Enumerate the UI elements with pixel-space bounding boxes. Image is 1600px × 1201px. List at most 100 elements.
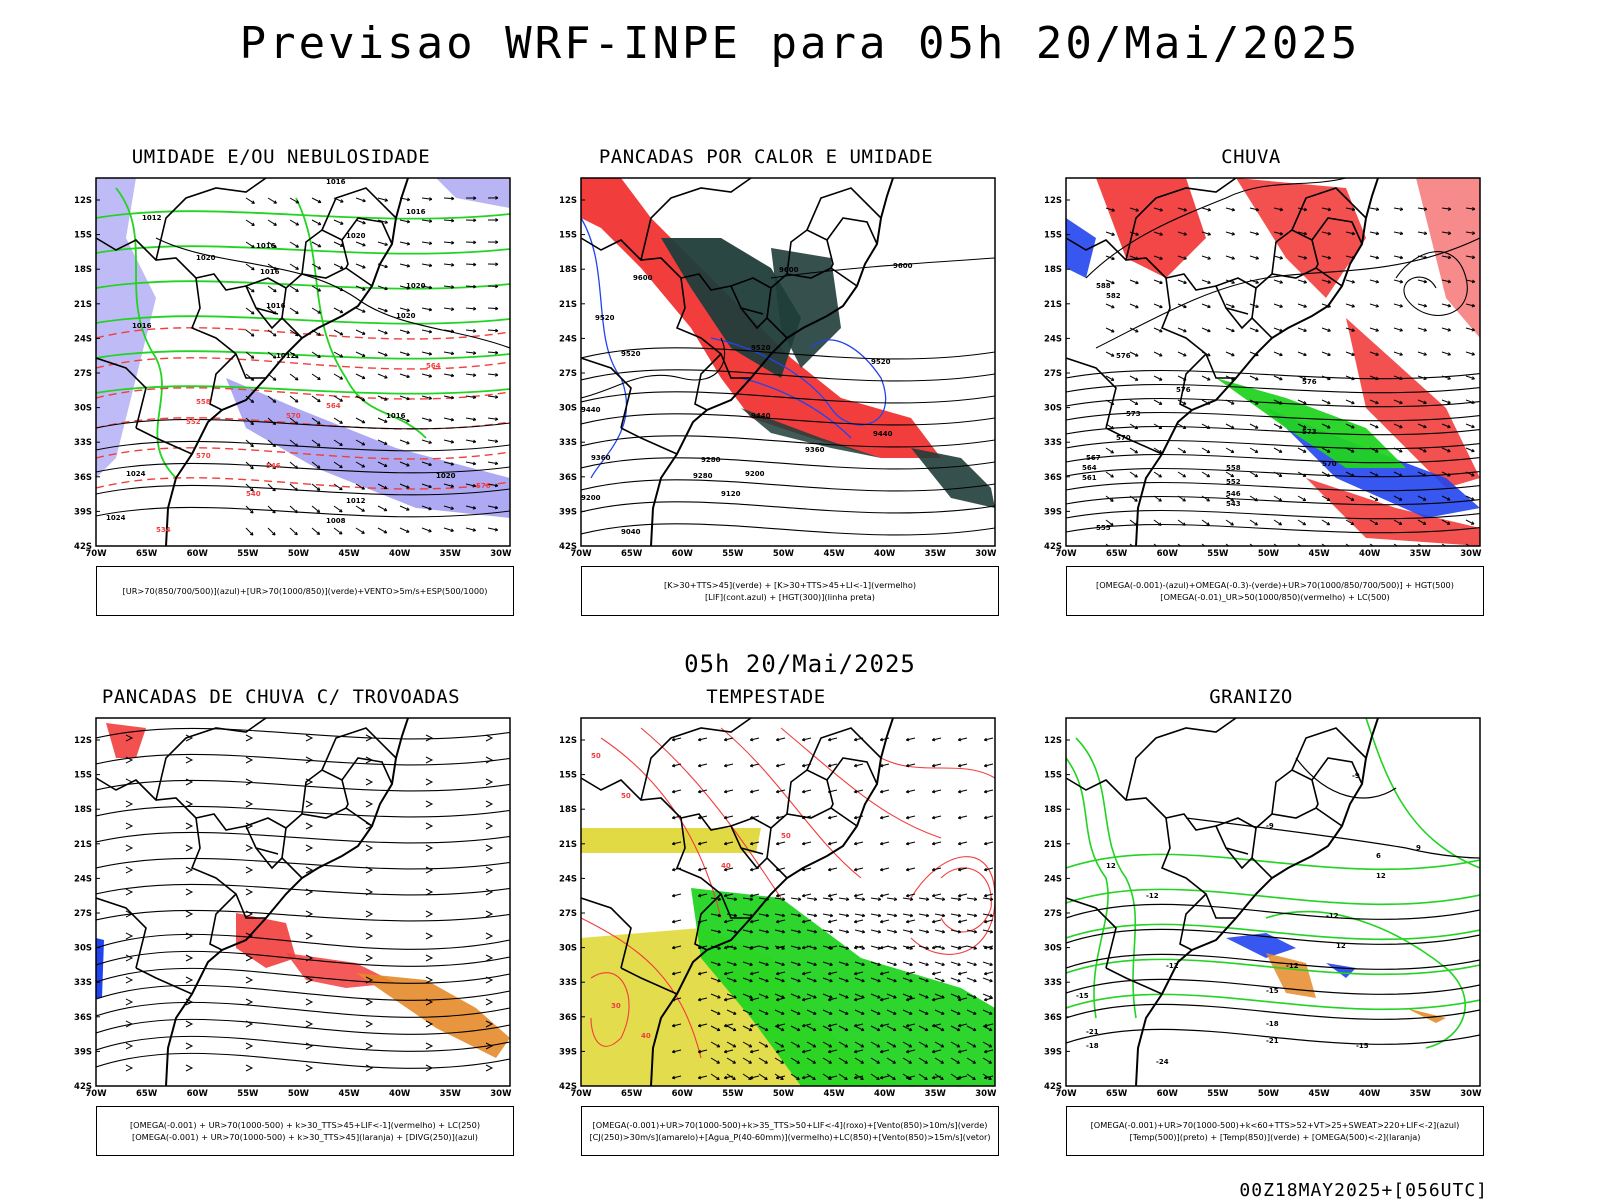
contour-label: 546: [1226, 490, 1241, 498]
panel-legend: [OMEGA(-0.001)+UR>70(1000-500)+k<60+TTS>…: [1066, 1106, 1484, 1156]
lon-tick-label: 35W: [925, 549, 947, 559]
lon-tick-label: 30W: [975, 1089, 997, 1099]
contour-label: 570: [196, 452, 211, 460]
contour-label: 546: [266, 462, 281, 470]
border-line: [96, 778, 278, 854]
lon-tick-label: 60W: [1157, 1089, 1179, 1099]
lat-tick-label: 15S: [74, 231, 92, 241]
contour-label: 576: [1116, 352, 1131, 360]
lat-tick-label: 12S: [1044, 196, 1062, 206]
contour-label: 9600: [893, 262, 913, 270]
lon-tick-label: 30W: [490, 1089, 512, 1099]
contour-label: -12: [1166, 962, 1179, 970]
panel-title: UMIDADE E/OU NEBULOSIDADE: [46, 146, 516, 168]
lon-tick-label: 35W: [925, 1089, 947, 1099]
lon-tick-label: 55W: [237, 1089, 259, 1099]
lat-tick-label: 39S: [74, 507, 92, 517]
contour-label: -9: [1266, 822, 1274, 830]
lon-tick-label: 40W: [874, 549, 896, 559]
contour-label: -21: [1266, 1037, 1279, 1045]
lon-tick-label: 35W: [440, 549, 462, 559]
lon-tick-label: 55W: [1207, 549, 1229, 559]
contour-label: 9: [1416, 844, 1421, 852]
legend-line-1: [OMEGA(-0.001)+UR>70(1000-500)+k>35_TTS>…: [582, 1119, 998, 1131]
lat-tick-label: 15S: [1044, 231, 1062, 241]
contour-label: 1016: [266, 302, 286, 310]
legend-line-2: [CJ(250)>30m/s](amarelo)+[Agua_P(40-60mm…: [582, 1131, 998, 1143]
lat-tick-label: 24S: [1044, 334, 1062, 344]
lon-tick-label: 60W: [672, 1089, 694, 1099]
lat-tick-label: 21S: [559, 840, 577, 850]
panel-legend: [K>30+TTS>45](verde) + [K>30+TTS>45+LI<-…: [581, 566, 999, 616]
coastline: [166, 178, 408, 546]
panel-legend: [OMEGA(-0.001)+UR>70(1000-500)+k>35_TTS>…: [581, 1106, 999, 1156]
contour-label: 50: [781, 832, 791, 840]
contour-label: 1012: [346, 497, 366, 505]
contour-label: -9: [1352, 772, 1360, 780]
border-line: [1126, 718, 1236, 800]
contour-label: 561: [1082, 474, 1097, 482]
lon-tick-label: 65W: [136, 549, 158, 559]
contour-label: -15: [1356, 1042, 1369, 1050]
legend-line-1: [K>30+TTS>45](verde) + [K>30+TTS>45+LI<-…: [582, 579, 998, 591]
contour-label: 9360: [591, 454, 611, 462]
lon-tick-label: 45W: [1308, 1089, 1330, 1099]
lat-tick-label: 24S: [74, 874, 92, 884]
main-title: Previsao WRF-INPE para 05h 20/Mai/2025: [0, 18, 1600, 69]
lon-tick-label: 60W: [187, 1089, 209, 1099]
run-stamp: 00Z18MAY2025+[056UTC]: [1239, 1180, 1488, 1201]
lat-tick-label: 30S: [559, 944, 577, 954]
contour-label: 564: [1082, 464, 1097, 472]
contour-label: 1016: [132, 322, 152, 330]
contour-label: 570: [1322, 460, 1337, 468]
lon-tick-label: 60W: [1157, 549, 1179, 559]
lon-tick-label: 65W: [1106, 549, 1128, 559]
contour-label: 9280: [701, 456, 721, 464]
contour-label: 12: [1106, 862, 1116, 870]
lon-tick-label: 65W: [621, 549, 643, 559]
lon-tick-label: 70W: [1055, 1089, 1077, 1099]
lat-tick-label: 33S: [74, 978, 92, 988]
lat-tick-label: 21S: [1044, 300, 1062, 310]
contour-label: -12: [1286, 962, 1299, 970]
lat-tick-label: 24S: [1044, 874, 1062, 884]
lat-tick-label: 21S: [1044, 840, 1062, 850]
legend-line-1: [OMEGA(-0.001) + UR>70(1000-500) + k>30_…: [97, 1119, 513, 1131]
lon-tick-label: 70W: [85, 549, 107, 559]
contour-label: 558: [196, 398, 211, 406]
contour-label: 573: [1126, 410, 1141, 418]
contour-label: 12: [1376, 872, 1386, 880]
contour-label: -15: [1266, 987, 1279, 995]
panel-title: PANCADAS POR CALOR E UMIDADE: [531, 146, 1001, 168]
lat-tick-label: 27S: [559, 909, 577, 919]
contour-label: -18: [1086, 1042, 1099, 1050]
lon-tick-label: 55W: [237, 549, 259, 559]
contour-label: 570: [286, 412, 301, 420]
panel-title: PANCADAS DE CHUVA C/ TROVOADAS: [46, 686, 516, 708]
lon-tick-label: 35W: [1410, 549, 1432, 559]
border-line: [731, 808, 857, 828]
lat-tick-label: 24S: [559, 334, 577, 344]
lon-tick-label: 40W: [1359, 1089, 1381, 1099]
contour-label: 9440: [751, 412, 771, 420]
contour-label: 9360: [805, 446, 825, 454]
legend-line-2: [OMEGA(-0.001) + UR>70(1000-500) + k>30_…: [97, 1131, 513, 1143]
lat-tick-label: 33S: [1044, 438, 1062, 448]
lon-tick-label: 45W: [338, 1089, 360, 1099]
coastline: [1136, 718, 1378, 1086]
lon-tick-label: 45W: [823, 1089, 845, 1099]
contour-label: -18: [1266, 1020, 1279, 1028]
panel-legend: [UR>70(850/700/500)](azul)+[UR>70(1000/8…: [96, 566, 514, 616]
contour-label: 552: [186, 418, 201, 426]
contour-label: 9200: [745, 470, 765, 478]
border-line: [827, 780, 833, 808]
lon-tick-label: 40W: [874, 1089, 896, 1099]
border-line: [1312, 780, 1318, 808]
contour-label: 576: [1302, 378, 1317, 386]
